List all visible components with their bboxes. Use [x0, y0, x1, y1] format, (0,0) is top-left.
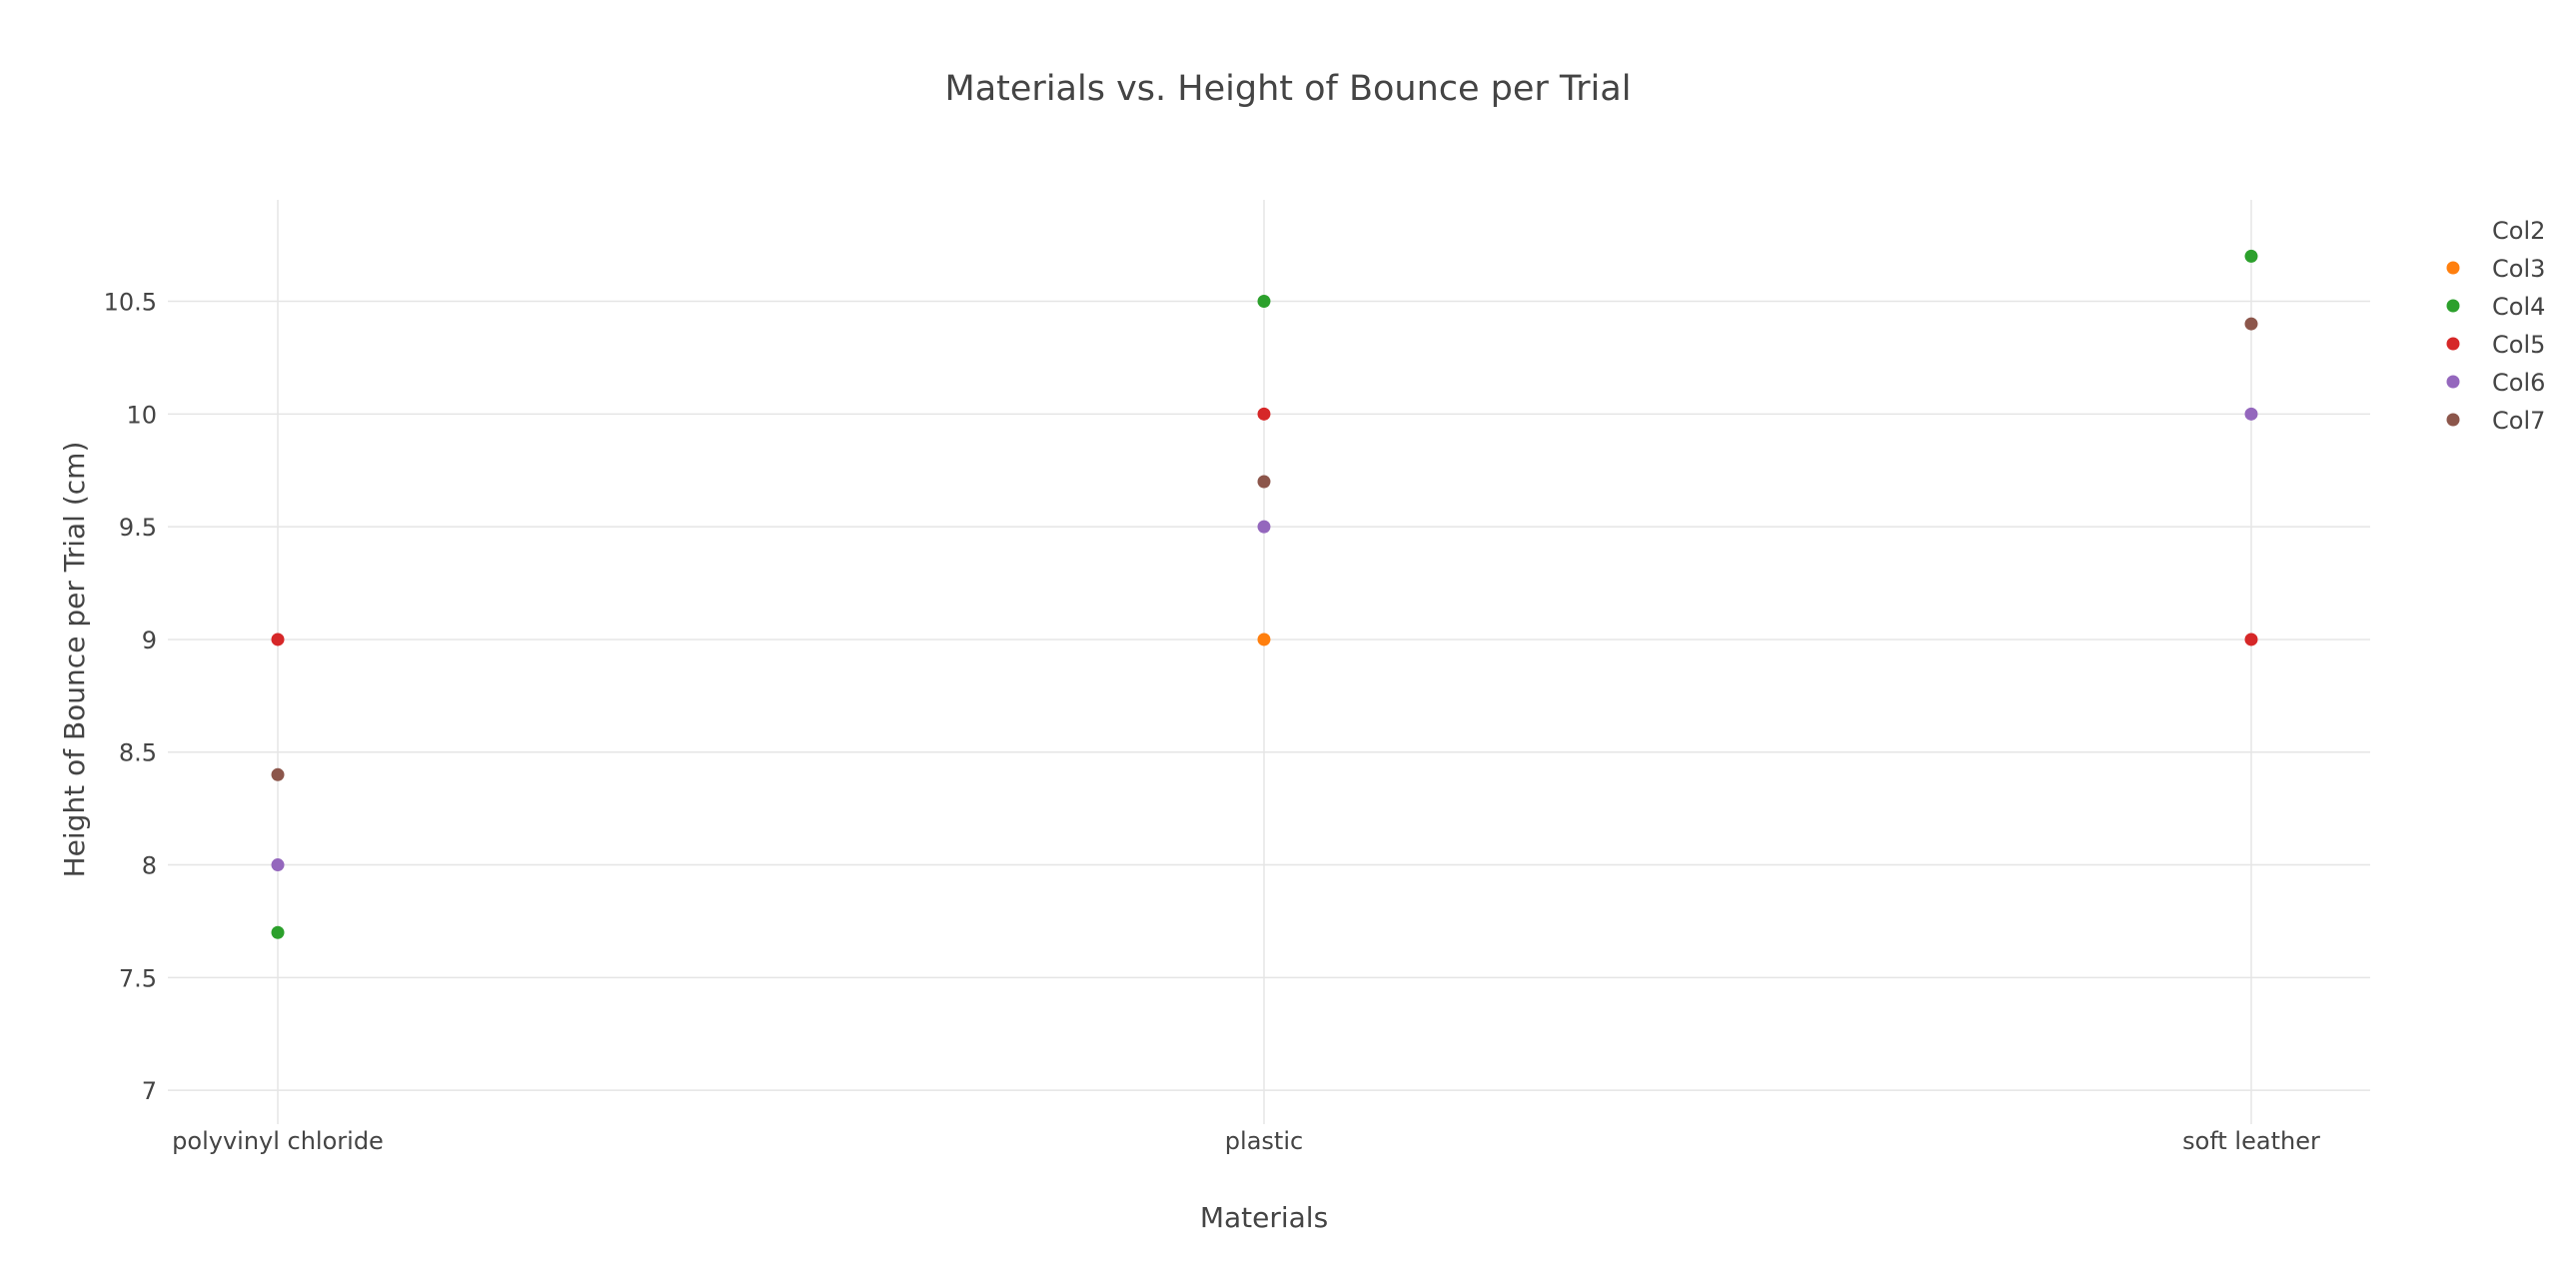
legend-marker [2446, 299, 2460, 313]
legend-label: Col7 [2492, 407, 2545, 435]
legend-item-col7[interactable]: Col7 [2446, 407, 2546, 435]
x-tick-label: soft leather [2182, 1127, 2320, 1155]
legend-marker [2446, 413, 2460, 427]
y-tick-label: 7 [142, 1077, 157, 1105]
y-tick-label: 8.5 [119, 739, 157, 767]
data-point-col6[interactable] [1257, 520, 1271, 534]
data-point-col4[interactable] [2244, 249, 2258, 263]
legend-label: Col2 [2492, 217, 2545, 245]
data-point-col5[interactable] [271, 633, 285, 646]
x-axis-title: Materials [1200, 1201, 1328, 1234]
y-tick-label: 7.5 [119, 964, 157, 992]
x-tick-label: plastic [1225, 1127, 1303, 1155]
data-point-col6[interactable] [2244, 407, 2258, 421]
legend[interactable]: Col2 Col3 Col4 Col5 Col6 Col7 [2446, 217, 2546, 435]
y-tick-label: 9.5 [119, 514, 157, 542]
legend-label: Col6 [2492, 369, 2545, 397]
y-tick-label: 10 [126, 401, 157, 429]
data-point-col7[interactable] [2244, 317, 2258, 331]
axis-ticks: 7 7.5 8 8.5 9 9.5 10 10.5 polyvinyl chloride plas… [104, 289, 2320, 1155]
x-tick-label: polyvinyl chloride [172, 1127, 384, 1155]
data-point-col6[interactable] [271, 858, 285, 872]
legend-marker [2446, 337, 2460, 351]
legend-label: Col5 [2492, 331, 2545, 359]
legend-item-col6[interactable]: Col6 [2446, 369, 2546, 397]
y-tick-label: 10.5 [104, 289, 157, 317]
grid [168, 200, 2370, 1124]
legend-item-col2[interactable]: Col2 [2492, 217, 2545, 245]
data-point-col5[interactable] [1257, 407, 1271, 421]
legend-label: Col4 [2492, 293, 2545, 321]
data-points [271, 249, 2258, 939]
legend-item-col5[interactable]: Col5 [2446, 331, 2546, 359]
data-point-col5[interactable] [2244, 633, 2258, 646]
data-point-col7[interactable] [1257, 475, 1271, 489]
y-tick-label: 8 [142, 852, 157, 880]
data-point-col3[interactable] [1257, 633, 1271, 646]
data-point-col4[interactable] [1257, 295, 1271, 309]
legend-item-col3[interactable]: Col3 [2446, 255, 2546, 283]
data-point-col4[interactable] [271, 925, 285, 939]
legend-label: Col3 [2492, 255, 2545, 283]
legend-marker [2446, 261, 2460, 275]
legend-marker [2446, 375, 2460, 389]
y-axis-title: Height of Bounce per Trial (cm) [58, 442, 91, 878]
data-point-col7[interactable] [271, 767, 285, 781]
legend-item-col4[interactable]: Col4 [2446, 293, 2546, 321]
chart-title: Materials vs. Height of Bounce per Trial [945, 69, 1632, 109]
y-tick-label: 9 [142, 627, 157, 654]
